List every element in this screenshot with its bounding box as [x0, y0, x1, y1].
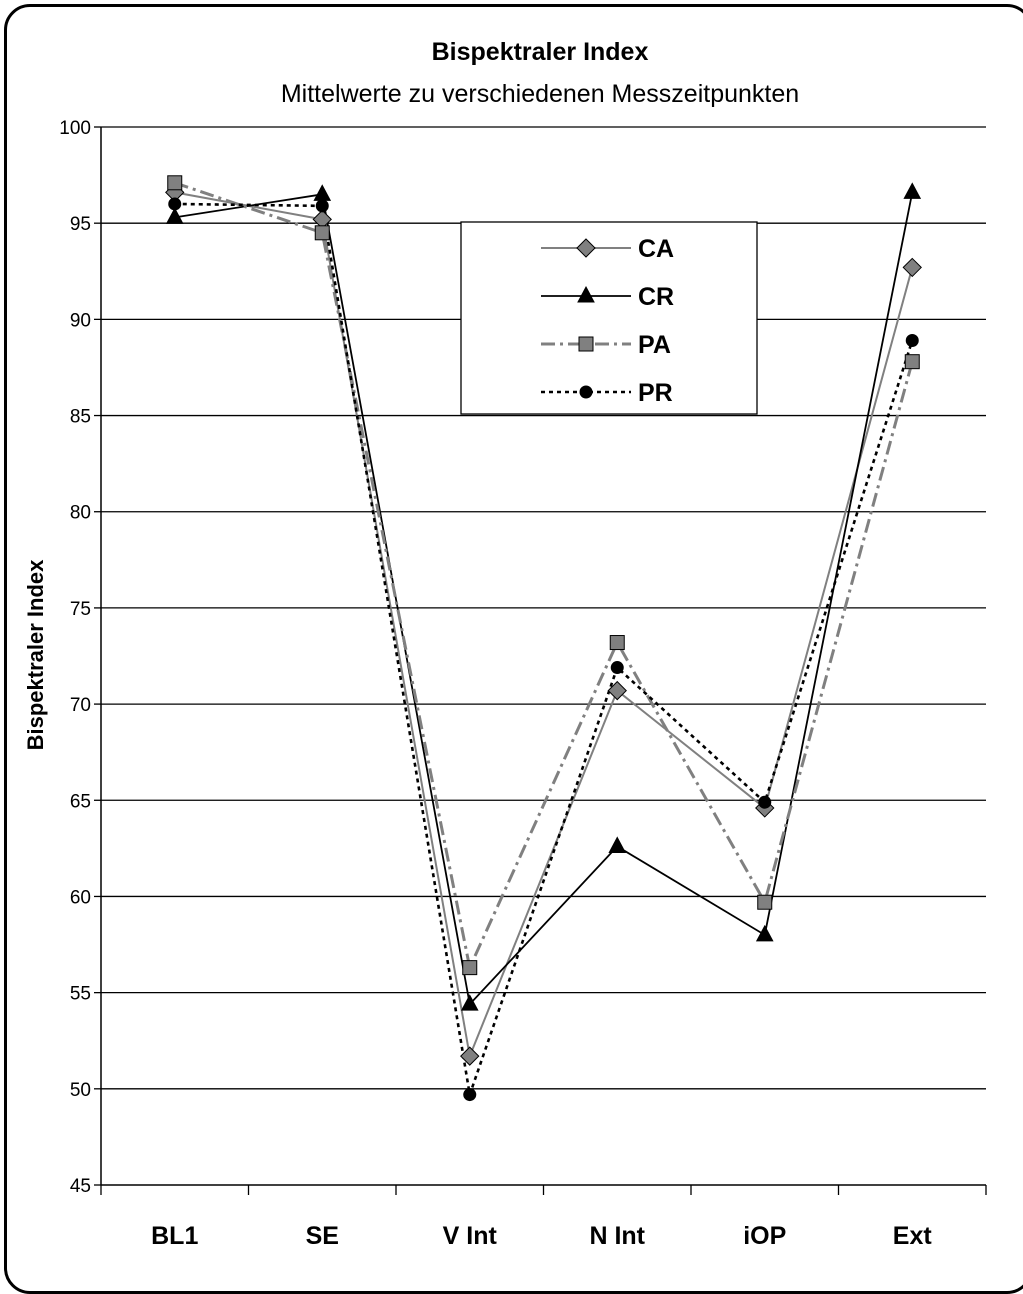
data-point-pr	[315, 199, 329, 213]
series-line-pr	[174, 202, 914, 1096]
data-point-cr	[460, 994, 479, 1011]
y-tick-label: 85	[70, 407, 91, 428]
y-tick-label: 45	[70, 1176, 91, 1197]
data-point-cr	[755, 924, 774, 942]
y-tick-label: 90	[70, 310, 91, 331]
data-point-pa	[609, 635, 625, 651]
y-tick-label: 100	[59, 118, 91, 139]
x-tick-label: N Int	[589, 1222, 645, 1250]
series-line-pa	[174, 181, 914, 973]
chart-subtitle: Mittelwerte zu verschiedenen Messzeitpun…	[280, 80, 800, 108]
data-point-pa	[314, 225, 330, 241]
series-line-ca	[174, 191, 914, 1060]
y-tick-label: 65	[70, 791, 91, 812]
data-point-cr	[165, 207, 184, 224]
legend-label-pr: PR	[638, 379, 673, 407]
data-point-ca	[460, 1046, 480, 1066]
data-point-ca	[902, 257, 922, 278]
y-tick-label: 80	[70, 503, 91, 524]
x-tick-label: Ext	[893, 1222, 933, 1250]
legend: CA CR PA PR	[460, 221, 758, 415]
legend-box	[460, 221, 758, 415]
x-tick-label: SE	[306, 1222, 339, 1250]
x-tick-label: BL1	[151, 1222, 198, 1250]
data-point-pr	[610, 661, 624, 675]
data-point-pa	[462, 960, 478, 976]
x-tick-label: V Int	[443, 1222, 498, 1250]
data-point-cr	[903, 182, 922, 199]
data-point-pr	[758, 795, 772, 809]
legend-marker-pa	[578, 336, 594, 352]
data-point-pa	[167, 175, 183, 191]
chart-title: Bispektraler Index	[431, 38, 649, 66]
legend-label-pa: PA	[638, 331, 671, 359]
legend-marker-cr	[577, 285, 595, 303]
legend-label-cr: CR	[638, 283, 674, 311]
y-tick-label: 50	[70, 1080, 91, 1101]
data-point-pa	[757, 894, 773, 910]
data-point-cr	[608, 836, 627, 853]
data-point-ca	[607, 680, 627, 701]
legend-marker-pr	[579, 385, 593, 399]
y-tick-label: 55	[70, 984, 91, 1005]
x-tick-label: iOP	[743, 1222, 786, 1250]
legend-marker-ca	[576, 238, 596, 258]
y-tick-label: 75	[70, 599, 91, 620]
y-tick-label: 95	[70, 214, 91, 235]
data-point-pr	[168, 197, 182, 211]
data-point-pr	[905, 334, 919, 348]
legend-label-ca: CA	[638, 235, 674, 263]
y-tick-label: 60	[70, 887, 91, 908]
y-tick-label: 70	[70, 695, 91, 716]
data-point-pa	[904, 354, 920, 370]
data-point-pr	[463, 1088, 477, 1102]
data-point-cr	[313, 184, 332, 201]
